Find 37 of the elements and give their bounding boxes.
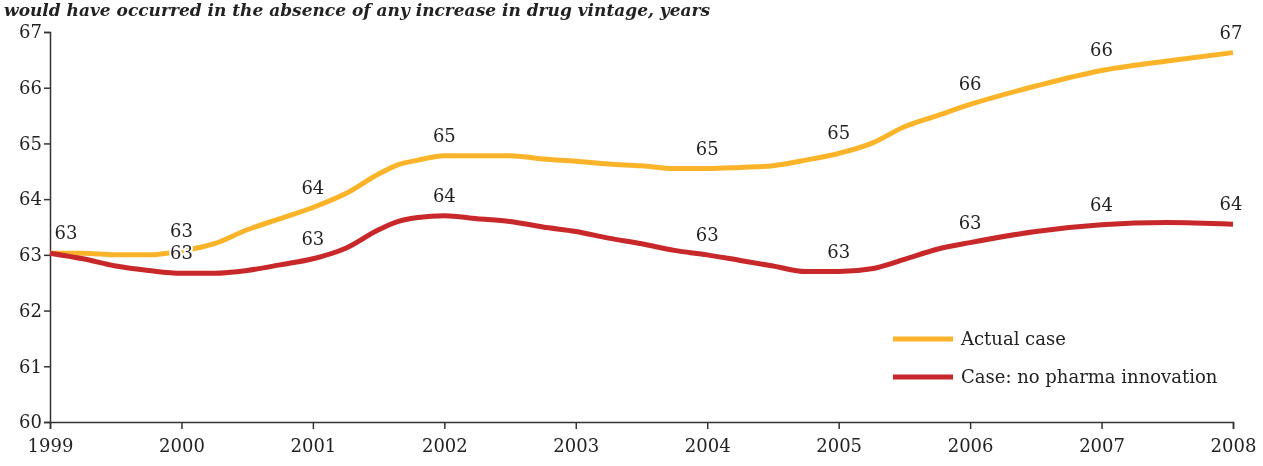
y-tick-label: 64 [19,188,42,210]
data-label: 64 [432,184,456,206]
y-tick-label: 60 [19,411,42,433]
y-tick-label: 66 [19,76,42,98]
data-label: 63 [301,227,325,249]
data-label: 66 [1090,39,1114,61]
x-tick-label: 2008 [1210,434,1257,456]
data-label: 64 [1219,193,1243,215]
data-label: 63 [958,211,982,233]
x-tick-label: 2002 [421,434,468,456]
legend-label: Actual case [960,328,1066,349]
data-label: 65 [827,122,851,144]
data-label: 63 [169,219,193,241]
data-label: 63 [827,240,851,262]
y-tick-label: 62 [19,299,42,321]
x-tick-label: 2004 [684,434,731,456]
chart-title: would have occurred in the absence of any increase in drug vintage, years [4,0,711,20]
data-label: 66 [958,73,982,95]
y-tick-label: 63 [19,244,42,266]
x-tick-label: 2006 [947,434,994,456]
x-tick-label: 2001 [290,434,337,456]
x-tick-label: 2003 [553,434,600,456]
data-label: 65 [695,137,719,159]
x-tick-label: 1999 [27,434,74,456]
x-tick-label: 2005 [816,434,863,456]
y-tick-label: 65 [19,132,42,154]
data-label: 64 [301,176,325,198]
y-tick-label: 67 [19,21,42,43]
data-label: 67 [1219,21,1243,43]
x-tick-label: 2000 [159,434,205,456]
data-label: 63 [54,222,78,244]
y-tick-label: 61 [19,355,42,377]
data-label: 63 [695,223,719,245]
legend-label: Case: no pharma innovation [961,366,1218,387]
data-label: 65 [432,124,456,146]
x-tick-label: 2007 [1079,434,1125,456]
data-label: 64 [1090,193,1114,215]
